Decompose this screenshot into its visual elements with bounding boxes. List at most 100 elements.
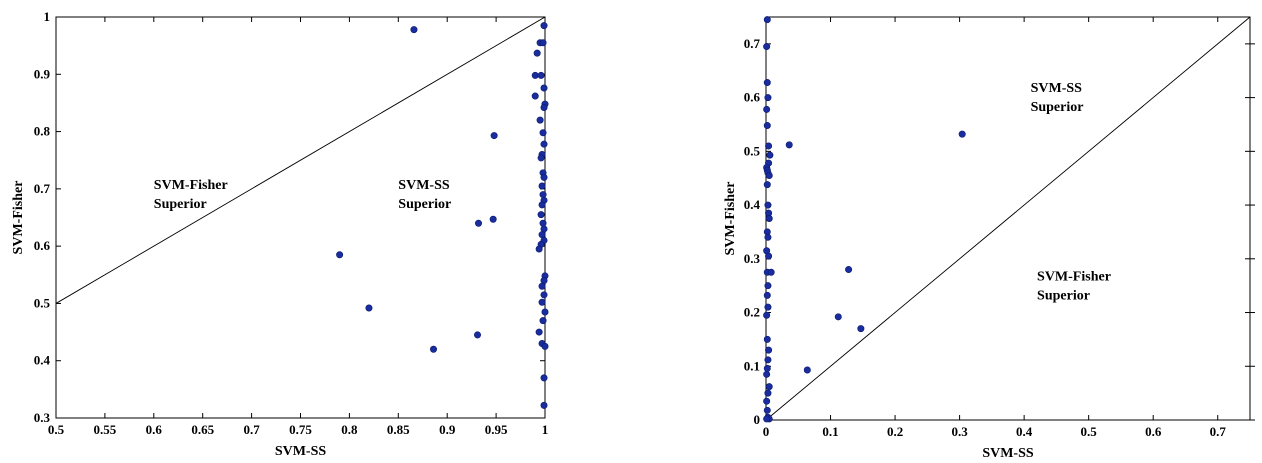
data-point	[765, 252, 773, 260]
data-point	[765, 172, 773, 180]
data-point	[763, 79, 771, 87]
y-tick-label: 0.5	[34, 295, 51, 310]
region-annotation: SVM-SS	[398, 178, 450, 193]
data-point	[538, 182, 546, 190]
data-point	[763, 16, 771, 24]
y-tick-label: 0.6	[34, 238, 51, 253]
x-tick-label: 0.95	[485, 422, 508, 437]
x-tick-label: 0.7	[1210, 424, 1227, 439]
data-point	[765, 346, 773, 354]
region-annotation: SVM-Fisher	[154, 178, 228, 193]
y-tick-label: 0.7	[34, 181, 51, 196]
x-tick-label: 0.2	[887, 424, 903, 439]
y-tick-label: 1	[44, 9, 51, 24]
y-axis-label: SVM-Fisher	[11, 181, 26, 255]
x-tick-label: 0.9	[439, 422, 456, 437]
data-point	[763, 105, 771, 113]
plot-frame	[55, 16, 546, 419]
data-point	[766, 151, 774, 159]
y-tick-label: 0	[754, 412, 761, 427]
data-point	[763, 370, 771, 378]
data-point	[540, 104, 548, 112]
data-point	[785, 141, 793, 149]
x-tick-label: 0.6	[146, 422, 163, 437]
data-point	[410, 26, 418, 34]
x-tick-label: 0.55	[94, 422, 117, 437]
data-point	[763, 311, 771, 319]
x-tick-label: 0.1	[822, 424, 838, 439]
chart-2: 0 0.1 0.2 0.3 0.4 0.5 0.6 0.7 0 0.1 0.2 0.3 0.4 0.5 0.…	[723, 16, 1255, 461]
data-point	[540, 173, 548, 181]
y-axis-label: SVM-Fisher	[723, 182, 738, 256]
x-tick-label: 0.3	[951, 424, 968, 439]
data-point	[765, 142, 773, 150]
data-point	[765, 383, 773, 391]
x-tick-label: 0.85	[387, 422, 410, 437]
data-point	[540, 140, 548, 148]
data-point	[763, 181, 771, 189]
x-tick-label: 0.75	[289, 422, 312, 437]
data-point	[531, 92, 539, 100]
data-point	[763, 397, 771, 405]
y-tick-label: 0.3	[34, 410, 51, 425]
data-point	[764, 303, 772, 311]
data-point	[540, 374, 548, 382]
x-tick-label: 1	[542, 422, 549, 437]
data-point	[540, 291, 548, 299]
data-point	[539, 191, 547, 199]
x-tick-label: 0.4	[1016, 424, 1033, 439]
region-annotation: SVM-Fisher	[1037, 269, 1111, 284]
x-tick-label: 0.65	[191, 422, 214, 437]
data-point	[536, 116, 544, 124]
x-tick-label: 0.5	[1081, 424, 1098, 439]
chart-1: 0.5 0.55 0.6 0.65 0.7 0.75 0.8 0.85 0.9 0.95 1 0.3 0…	[11, 9, 549, 459]
data-point	[535, 245, 543, 253]
data-point	[537, 154, 545, 162]
data-point	[764, 201, 772, 209]
data-point	[365, 304, 373, 312]
data-point	[538, 201, 546, 209]
region-annotation: Superior	[398, 197, 451, 212]
data-point	[763, 415, 771, 423]
data-point	[803, 366, 811, 374]
data-point	[430, 345, 438, 353]
data-point	[764, 233, 772, 241]
data-point	[535, 328, 543, 336]
data-point	[541, 342, 549, 350]
y-tick-label: 0.6	[744, 90, 761, 105]
y-tick-label: 0.1	[744, 358, 760, 373]
data-point	[845, 266, 853, 274]
data-point	[539, 219, 547, 227]
data-point	[538, 282, 546, 290]
x-tick-label: 0.7	[243, 422, 260, 437]
region-annotation: Superior	[1037, 288, 1090, 303]
region-annotation: SVM-SS	[1031, 81, 1083, 96]
data-point	[763, 335, 771, 343]
data-point	[489, 215, 497, 223]
y-tick-label: 0.4	[744, 197, 761, 212]
y-tick-label: 0.4	[34, 353, 51, 368]
data-point	[539, 39, 547, 47]
data-point	[834, 313, 842, 321]
diagonal-line	[765, 16, 1251, 421]
y-tick-label: 0.9	[34, 66, 51, 81]
x-axis-label: SVM-SS	[275, 444, 327, 459]
region-annotation: Superior	[154, 197, 207, 212]
y-tick-label: 0.7	[744, 36, 761, 51]
data-point	[763, 122, 771, 130]
x-tick-label: 0.8	[341, 422, 358, 437]
y-tick-label: 0.3	[744, 251, 761, 266]
data-point	[537, 71, 545, 79]
data-point	[474, 331, 482, 339]
data-point	[537, 211, 545, 219]
data-point	[958, 130, 966, 138]
region-annotation: Superior	[1031, 100, 1084, 115]
x-axis-label: SVM-SS	[982, 446, 1034, 461]
data-point	[763, 43, 771, 51]
y-tick-label: 0.8	[34, 124, 51, 139]
data-point	[767, 268, 775, 276]
data-point	[539, 129, 547, 137]
diagonal-line	[55, 16, 546, 304]
data-point	[541, 308, 549, 316]
